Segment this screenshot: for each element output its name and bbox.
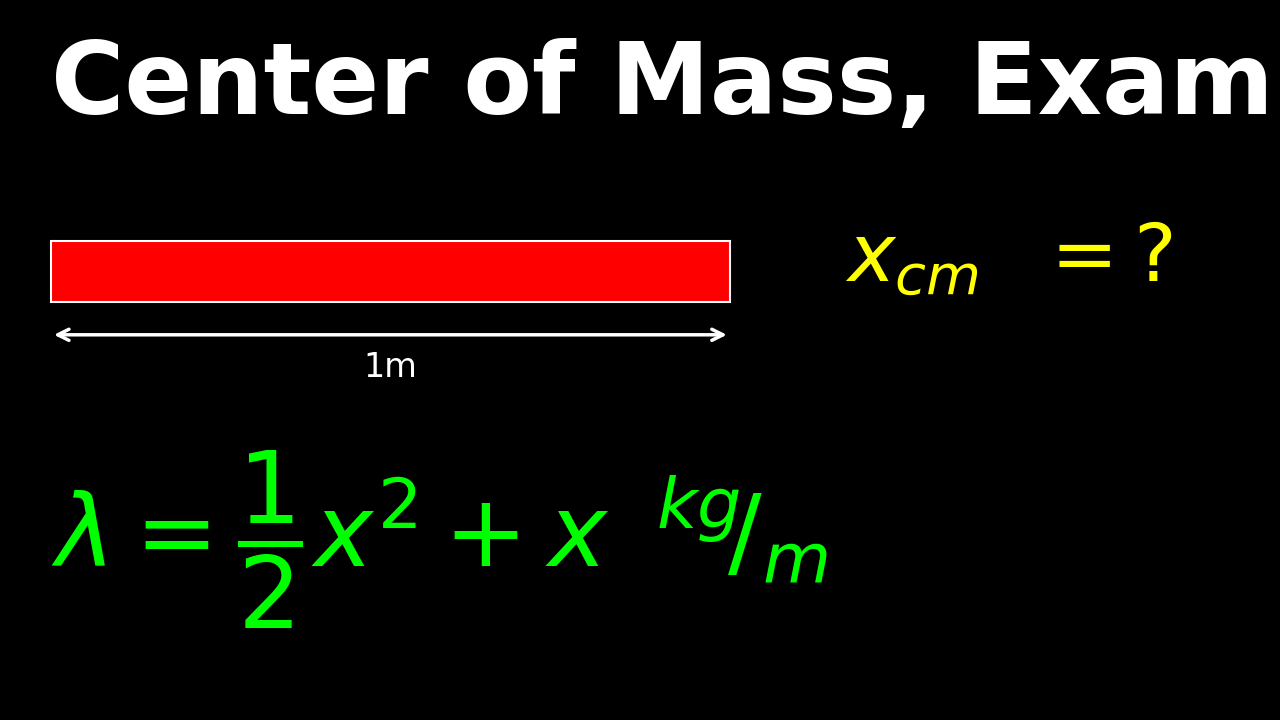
Text: 1m: 1m: [364, 351, 417, 384]
Text: Center of Mass, Example: Center of Mass, Example: [51, 38, 1280, 135]
Bar: [51, 241, 730, 302]
Text: $\mathit{x}_{cm}\ \ =?$: $\mathit{x}_{cm}\ \ =?$: [845, 220, 1172, 299]
Text: $\lambda = \dfrac{1}{2}x^{2} + x\ \,^{kg}\!/_{m}$: $\lambda = \dfrac{1}{2}x^{2} + x\ \,^{kg…: [51, 449, 828, 631]
